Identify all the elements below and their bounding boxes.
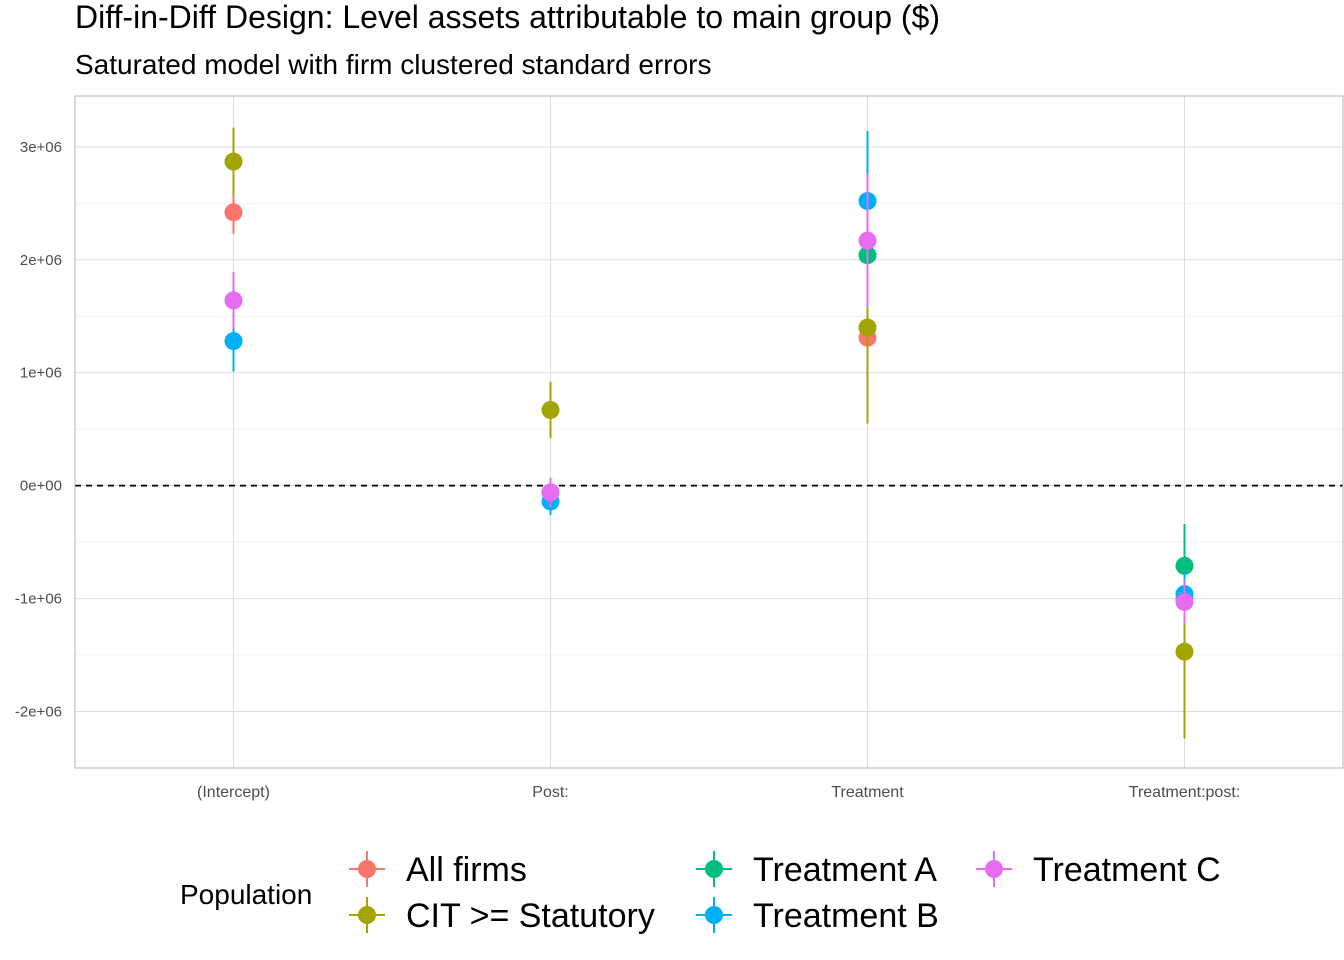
data-point — [541, 400, 560, 419]
x-axis-ticks: (Intercept) Post: Treatment Treatment:post: — [197, 784, 1240, 801]
y-tick-label: 3e+06 — [20, 139, 62, 156]
data-point — [858, 231, 877, 250]
x-tick-label: Post: — [532, 784, 568, 801]
legend-key-point — [358, 860, 376, 878]
legend-key-point — [705, 860, 723, 878]
legend-key-point — [705, 906, 723, 924]
x-tick-label: Treatment — [831, 784, 904, 801]
series-treatment-c — [224, 173, 1194, 624]
chart-subtitle: Saturated model with firm clustered stan… — [75, 49, 712, 80]
data-point — [858, 318, 877, 337]
y-tick-label: 2e+06 — [20, 252, 62, 269]
legend-item: Treatment A — [696, 851, 937, 889]
legend-item: CIT >= Statutory — [349, 897, 655, 935]
data-point — [1175, 556, 1194, 575]
y-axis-ticks: 3e+06 2e+06 1e+06 0e+00 -1e+06 -2e+06 — [15, 139, 62, 721]
data-point — [224, 291, 243, 310]
legend-label: All firms — [406, 851, 527, 889]
data-point — [1175, 642, 1194, 661]
legend-key-point — [358, 906, 376, 924]
y-tick-label: -2e+06 — [15, 704, 62, 721]
series-treatment-a — [858, 230, 1194, 608]
legend-label: Treatment B — [753, 897, 939, 935]
data-point — [224, 332, 243, 351]
chart-title: Diff-in-Diff Design: Level assets attrib… — [75, 0, 940, 35]
data-point — [224, 152, 243, 171]
legend-title: Population — [180, 879, 312, 910]
legend-item: Treatment B — [696, 897, 939, 935]
legend-item: Treatment C — [976, 851, 1221, 889]
series-all-firms — [224, 190, 1194, 608]
legend-label: Treatment A — [753, 851, 937, 889]
legend-label: CIT >= Statutory — [406, 897, 655, 935]
y-tick-label: 1e+06 — [20, 365, 62, 382]
y-tick-label: -1e+06 — [15, 591, 62, 608]
panel-border — [74, 95, 1344, 769]
legend-item: All firms — [349, 851, 527, 889]
series-cit-statutory — [224, 127, 1194, 739]
data-point — [1175, 592, 1194, 611]
x-tick-label: Treatment:post: — [1129, 784, 1240, 801]
grid — [75, 96, 1343, 769]
data-point — [224, 203, 243, 222]
legend-label: Treatment C — [1033, 851, 1221, 889]
y-tick-label: 0e+00 — [20, 478, 62, 495]
series-treatment-b — [224, 131, 1194, 617]
data-point — [541, 483, 560, 502]
legend: Population All firms CIT >= Statutory Trea… — [180, 851, 1221, 935]
legend-key-point — [985, 860, 1003, 878]
x-tick-label: (Intercept) — [197, 784, 270, 801]
data-marks — [224, 127, 1194, 739]
